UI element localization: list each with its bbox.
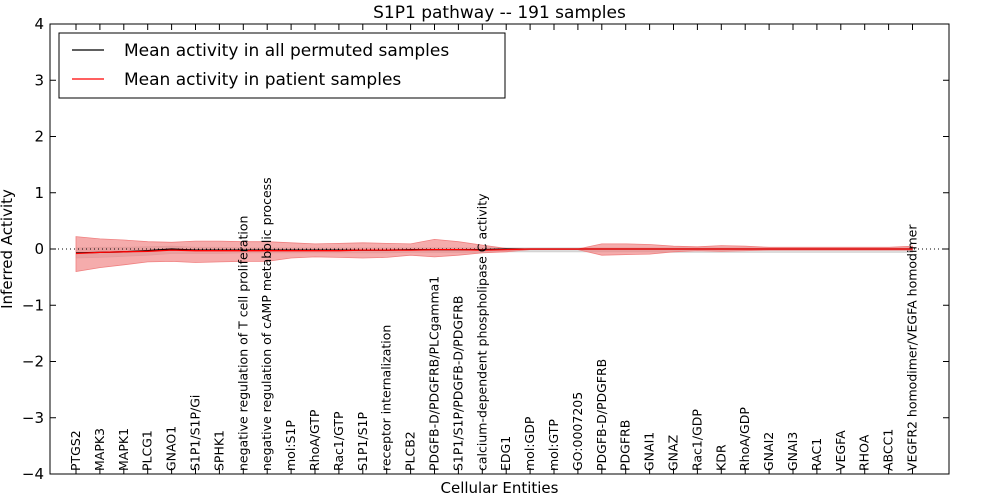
y-tick-label: −2 — [22, 353, 44, 371]
x-tick-label: PLCG1 — [140, 430, 155, 471]
x-tick-label: mol:S1P — [283, 420, 298, 471]
x-tick-label: PDGFB-D/PDGFRB/PLCgamma1 — [427, 276, 442, 471]
x-tick-label: PDGFRB — [618, 420, 633, 471]
x-tick-label: GO:0007205 — [570, 392, 585, 471]
y-tick-label: −3 — [22, 409, 44, 427]
x-tick-label: SPHK1 — [211, 430, 226, 471]
x-tick-label: GNAO1 — [164, 426, 179, 471]
x-tick-label: MAPK3 — [92, 428, 107, 471]
y-tick-label: 3 — [34, 71, 44, 89]
x-tick-label: PDGFB-D/PDGFRB — [594, 359, 609, 471]
x-tick-label: receptor internalization — [379, 325, 394, 471]
y-tick-label: 2 — [34, 128, 44, 146]
legend: Mean activity in all permuted samples Me… — [58, 32, 506, 99]
x-tick-label: PLCB2 — [403, 431, 418, 471]
y-tick-label: 0 — [34, 240, 44, 258]
y-tick-label: 1 — [34, 184, 44, 202]
x-tick-label: RhoA/GDP — [737, 407, 752, 471]
confidence-bands — [75, 236, 913, 272]
x-tick-label: VEGFR2 homodimer/VEGFA homodimer — [905, 224, 920, 471]
x-tick-label: RhoA/GTP — [307, 409, 322, 471]
legend-label-patient: Mean activity in patient samples — [124, 70, 401, 90]
x-tick-label: KDR — [713, 444, 728, 471]
x-tick-label: RHOA — [857, 434, 872, 471]
x-axis-ticks: PTGS2 MAPK3 MAPK1 PLCG1 GNAO1 S1P1/S1P/Gi SPHK… — [68, 24, 920, 474]
y-tick-label: 4 — [34, 15, 44, 33]
patient-mean-line — [75, 248, 913, 255]
x-tick-label: mol:GDP — [522, 416, 537, 471]
x-tick-label: RAC1 — [809, 438, 824, 471]
x-tick-label: negative regulation of cAMP metabolic pr… — [259, 177, 274, 471]
legend-box — [58, 32, 506, 99]
legend-label-permuted: Mean activity in all permuted samples — [124, 41, 449, 61]
y-tick-label: −4 — [22, 465, 44, 483]
x-tick-label: S1P1/S1P — [355, 412, 370, 471]
x-tick-label: Rac1/GDP — [689, 409, 704, 471]
chart-title: S1P1 pathway -- 191 samples — [373, 3, 626, 23]
x-tick-label: GNAI1 — [642, 432, 657, 471]
x-tick-label: EDG1 — [498, 436, 513, 471]
x-tick-label: GNAZ — [666, 435, 681, 471]
x-tick-label: S1P1/S1P/PDGFB-D/PDGFRB — [450, 295, 465, 471]
x-axis-label: Cellular Entities — [441, 479, 559, 497]
x-tick-label: S1P1/S1P/Gi — [188, 395, 203, 471]
x-tick-label: ABCC1 — [881, 429, 896, 471]
y-axis-ticks: −4 −3 −2 −1 0 1 2 3 4 — [22, 15, 949, 483]
x-tick-label: negative regulation of T cell proliferat… — [235, 216, 250, 471]
x-tick-label: mol:GTP — [546, 419, 561, 471]
y-tick-label: −1 — [22, 296, 44, 314]
x-tick-label: GNAI3 — [785, 432, 800, 471]
y-axis-label: Inferred Activity — [0, 189, 16, 309]
x-tick-label: MAPK1 — [116, 428, 131, 471]
x-tick-label: calcium-dependent phospholipase C activi… — [474, 193, 489, 471]
x-tick-label: GNAI2 — [761, 432, 776, 471]
patient-band — [75, 236, 913, 272]
x-tick-label: VEGFA — [833, 430, 848, 471]
x-tick-label: Rac1/GTP — [331, 411, 346, 471]
x-tick-label: PTGS2 — [68, 430, 83, 471]
series-lines — [75, 248, 913, 255]
plot-frame — [49, 23, 950, 475]
